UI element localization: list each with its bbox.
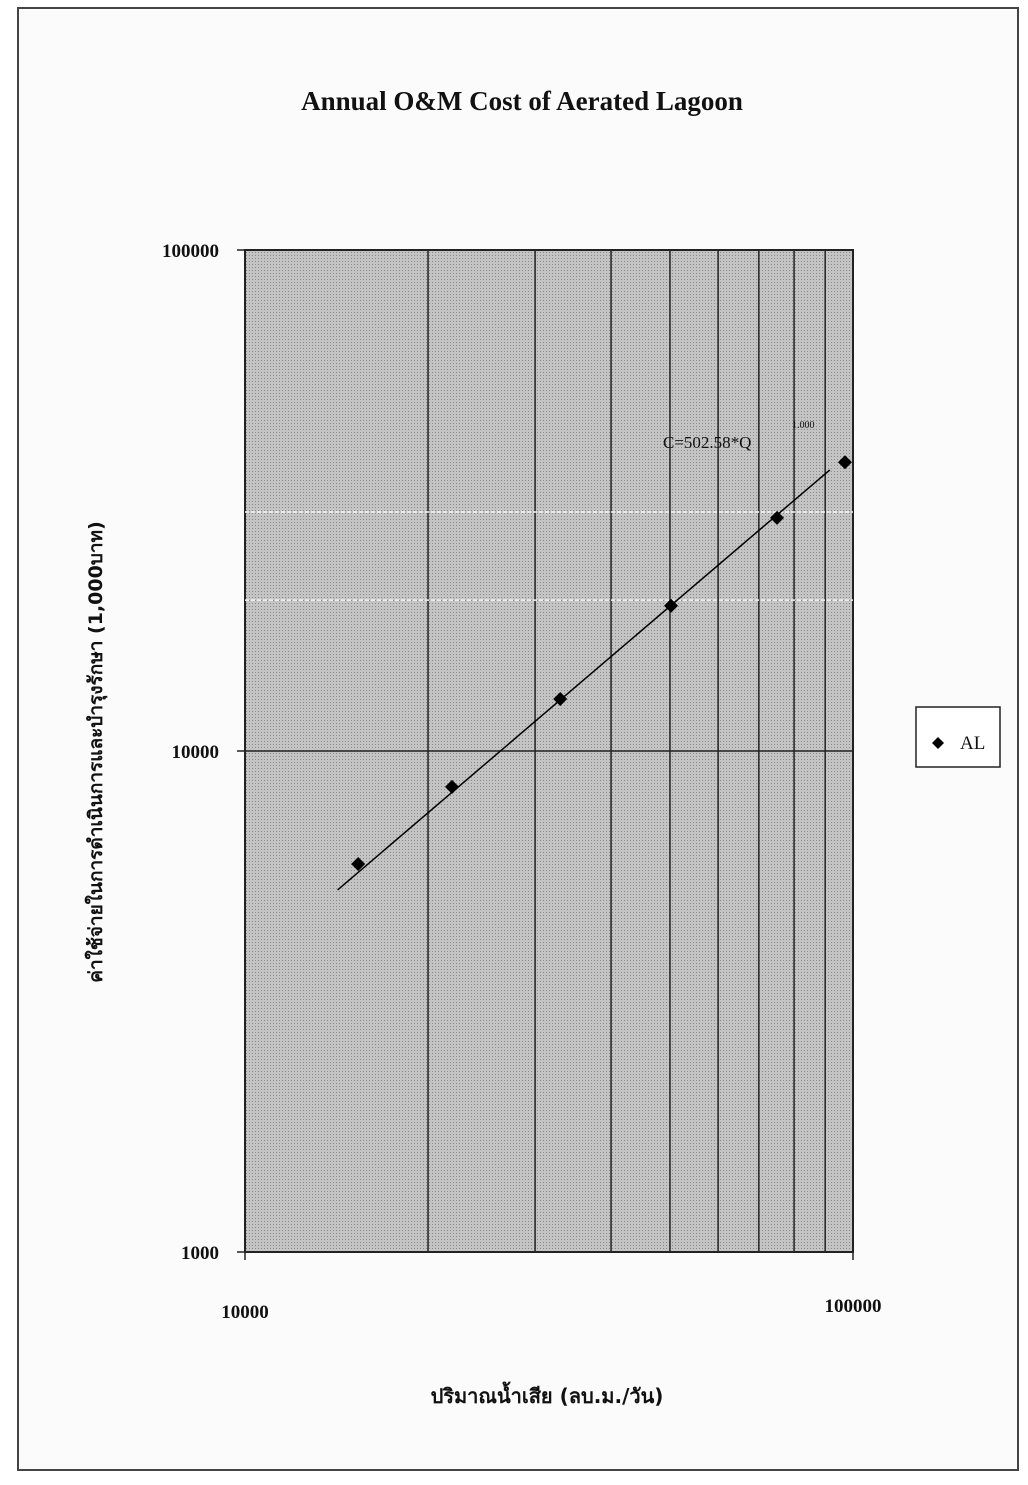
y-axis-label: ค่าใช้จ่ายในการดำเนินการและบำรุงรักษา (1… xyxy=(84,521,108,983)
y-tick-label: 100000 xyxy=(162,241,219,262)
chart: Annual O&M Cost of Aerated Lagoon ปริมาณ… xyxy=(0,0,1028,1480)
chart-title: Annual O&M Cost of Aerated Lagoon xyxy=(301,86,743,116)
y-tick-label: 1000 xyxy=(181,1243,219,1264)
legend xyxy=(916,707,1000,767)
x-tick-label: 10000 xyxy=(221,1302,269,1323)
trendline-label: C=502.58*Q xyxy=(663,433,751,452)
x-axis-label: ปริมาณน้ำเสีย (ลบ.ม./วัน) xyxy=(431,1381,664,1408)
legend-label: AL xyxy=(960,733,985,754)
trendline-exponent: 1.000 xyxy=(792,420,815,431)
x-tick-label: 100000 xyxy=(825,1296,882,1317)
y-tick-label: 10000 xyxy=(172,742,220,763)
